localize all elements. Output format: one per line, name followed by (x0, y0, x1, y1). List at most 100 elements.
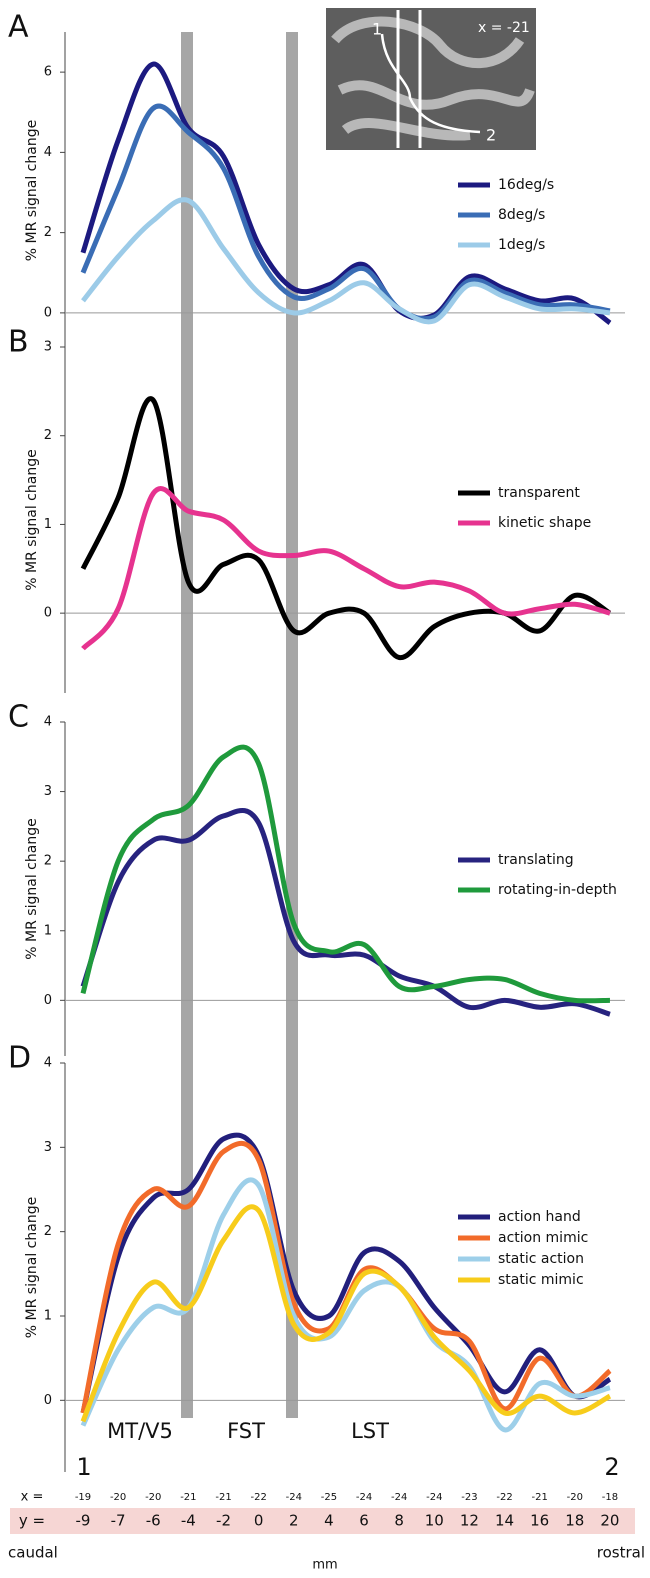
y-tick-label: 1 (44, 923, 52, 938)
y-tick-label: 0 (44, 1393, 52, 1408)
region-label: LST (351, 1419, 389, 1443)
series-line (81, 486, 611, 651)
x-coord: -24 (391, 1492, 407, 1503)
y-tick-label: 4 (44, 715, 52, 730)
y-coord: -9 (76, 1512, 91, 1530)
region-label: MT/V5 (107, 1419, 173, 1443)
boundary-band (181, 32, 193, 1418)
legend-label: 16deg/s (498, 177, 554, 193)
y-tick-label: 2 (44, 225, 52, 240)
y-tick-label: 6 (44, 65, 52, 80)
y-tick-label: 0 (44, 993, 52, 1008)
legend-label: action hand (498, 1209, 581, 1225)
inset: x = -21 1 2 (326, 8, 536, 150)
region-label: FST (227, 1419, 265, 1443)
x-coord: -23 (461, 1492, 477, 1503)
endpoint: 2 (604, 1453, 619, 1481)
y-tick-label: 1 (44, 517, 52, 532)
y-tick-label: 1 (44, 1308, 52, 1323)
y-coord: 14 (495, 1512, 514, 1530)
y-coord: 4 (324, 1512, 334, 1530)
y-coord: -2 (216, 1512, 231, 1530)
inset-start: 1 (372, 20, 382, 39)
direction-end: rostral (597, 1544, 645, 1562)
y-coord: 16 (530, 1512, 549, 1530)
legend-label: 1deg/s (498, 237, 545, 253)
y-tick-label: 4 (44, 145, 52, 160)
endpoint: 1 (76, 1453, 91, 1481)
y-axis-label: % MR signal change (24, 120, 40, 261)
legend-label: rotating-in-depth (498, 882, 617, 898)
y-coord: -4 (181, 1512, 196, 1530)
legend-label: 8deg/s (498, 207, 545, 223)
legend-label: kinetic shape (498, 515, 591, 531)
y-axis-label: % MR signal change (24, 449, 40, 590)
y-coord: 2 (289, 1512, 299, 1530)
x-coord: -20 (145, 1492, 161, 1503)
series-line (81, 197, 611, 325)
x-coord: -20 (567, 1492, 583, 1503)
legend-label: static mimic (498, 1272, 584, 1288)
panel: A % MR signal change 0 2 4 6 16deg/s 8deg/s 1deg… (8, 10, 625, 349)
series-line (80, 61, 612, 325)
direction-start: caudal (8, 1544, 58, 1562)
y-coord: 6 (359, 1512, 369, 1530)
series-line (80, 1132, 612, 1414)
y-tick-label: 2 (44, 854, 52, 869)
y-coord: 0 (254, 1512, 264, 1530)
y-axis-label: % MR signal change (24, 1197, 40, 1338)
panel-letter: B (8, 325, 29, 360)
legend-label: transparent (498, 485, 580, 501)
y-tick-label: 3 (44, 340, 52, 355)
x-coord: -24 (356, 1492, 372, 1503)
y-coord: 12 (460, 1512, 479, 1530)
y-tick-label: 2 (44, 428, 52, 443)
series-line (80, 1140, 612, 1414)
x-coord: -19 (75, 1492, 91, 1503)
panel-letter: C (8, 700, 29, 735)
inset-end: 2 (486, 126, 496, 145)
inset-label: x = -21 (478, 20, 530, 36)
x-coord-label: x = (21, 1490, 44, 1505)
coordinate-band (10, 1508, 635, 1534)
legend-label: translating (498, 852, 574, 868)
x-coord: -25 (321, 1492, 337, 1503)
panel: C % MR signal change 0 1 2 3 4 translating rotat… (8, 700, 625, 1056)
boundary-band (286, 32, 298, 1418)
y-coord: 10 (425, 1512, 444, 1530)
x-coord: -20 (110, 1492, 126, 1503)
inset-path (380, 33, 481, 134)
x-coord: -21 (215, 1492, 231, 1503)
y-tick-label: 4 (44, 1056, 52, 1071)
series-line (80, 1177, 611, 1433)
y-tick-label: 2 (44, 1224, 52, 1239)
x-coord: -22 (496, 1492, 512, 1503)
y-coord: 20 (600, 1512, 619, 1530)
series-line (80, 1204, 612, 1423)
y-coord: -7 (111, 1512, 126, 1530)
x-coord: -21 (532, 1492, 548, 1503)
y-coord-label: y = (19, 1512, 45, 1530)
unit-label: mm (312, 1558, 337, 1573)
y-tick-label: 3 (44, 1140, 52, 1155)
panel-letter: A (8, 10, 29, 45)
y-tick-label: 0 (44, 606, 52, 621)
series-line (80, 103, 611, 322)
series-line (80, 744, 610, 1004)
series-line (80, 808, 611, 1017)
legend-label: static action (498, 1251, 584, 1267)
x-coord: -21 (180, 1492, 196, 1503)
x-coord: -24 (286, 1492, 302, 1503)
y-coord: -6 (146, 1512, 161, 1530)
legend-label: action mimic (498, 1230, 588, 1246)
y-coord: 8 (394, 1512, 404, 1530)
x-coord: -24 (426, 1492, 442, 1503)
y-axis-label: % MR signal change (24, 818, 40, 959)
y-tick-label: 0 (44, 305, 52, 320)
y-tick-label: 3 (44, 784, 52, 799)
panel: B % MR signal change 0 1 2 3 transparent kineti… (8, 325, 625, 693)
x-coord: -22 (250, 1492, 266, 1503)
panel-letter: D (8, 1041, 31, 1076)
y-coord: 18 (565, 1512, 584, 1530)
